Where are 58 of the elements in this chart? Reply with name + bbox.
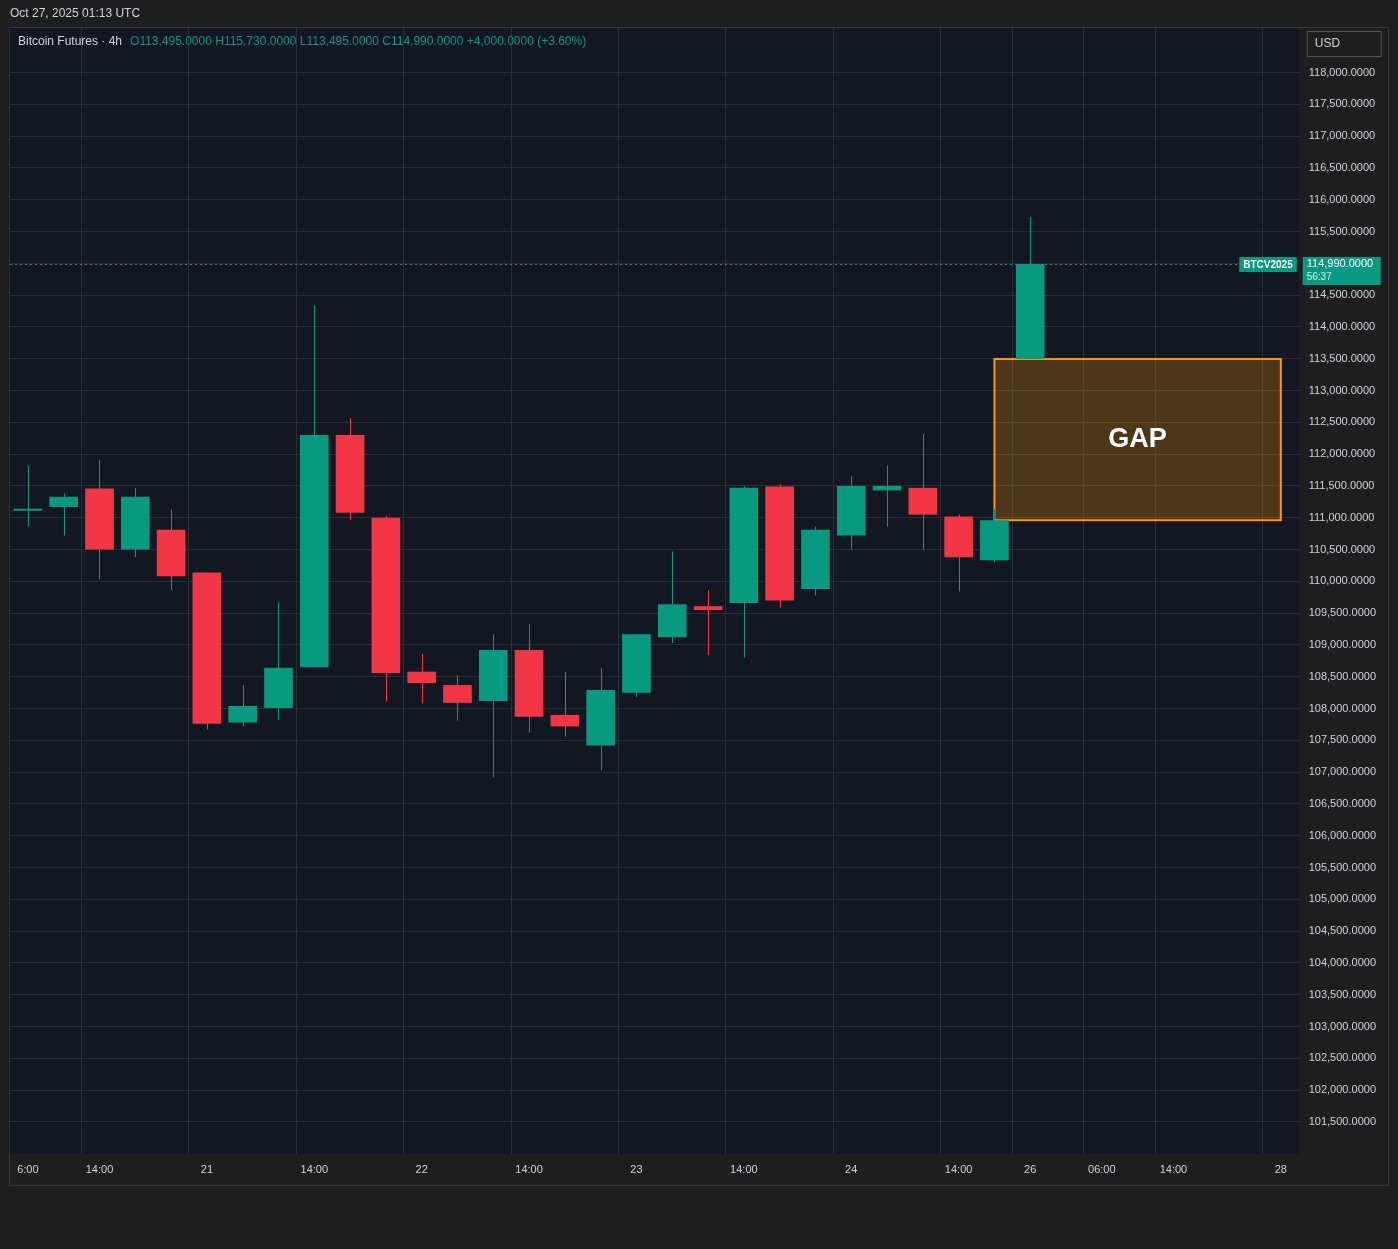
text: Oct 27, 2025 01:13 UTC	[10, 6, 141, 21]
y-tick-label: 106,500.0000	[1308, 797, 1377, 810]
y-tick-label: 108,000.0000	[1308, 701, 1377, 714]
x-tick-label: 23	[630, 1163, 643, 1176]
y-tick-label: 116,000.0000	[1308, 192, 1376, 205]
y-tick-label: 105,000.0000	[1308, 892, 1377, 905]
y-tick-label: 106,000.0000	[1308, 828, 1377, 841]
y-tick-label: 117,000.0000	[1308, 129, 1376, 142]
x-tick-label: 6:00	[17, 1163, 39, 1176]
y-tick-label: 113,000.0000	[1308, 383, 1376, 396]
y-tick-label: 101,500.0000	[1308, 1115, 1377, 1128]
y-tick-label: 103,500.0000	[1308, 987, 1377, 1000]
y-tick-label: 111,500.0000	[1308, 478, 1375, 491]
y-tick-label: 116,500.0000	[1308, 160, 1376, 173]
x-tick-label: 14:00	[730, 1163, 758, 1176]
text: 114,990.0000	[1306, 257, 1374, 269]
x-tick-label: 14:00	[1159, 1163, 1188, 1176]
x-tick-label: 14:00	[944, 1163, 973, 1176]
candlestick	[693, 589, 723, 656]
y-tick-label: 118,000.0000	[1308, 65, 1376, 78]
y-tick-label: 104,000.0000	[1308, 956, 1377, 969]
y-tick-label: 113,500.0000	[1308, 351, 1376, 364]
y-tick-label: 115,500.0000	[1308, 224, 1376, 237]
x-tick-label: 26	[1024, 1163, 1037, 1176]
x-tick-label: 14:00	[515, 1163, 543, 1176]
y-tick-label: 102,500.0000	[1308, 1051, 1377, 1064]
text: 56:37	[1306, 270, 1333, 282]
y-tick-label: 110,500.0000	[1308, 542, 1376, 555]
y-tick-label: 107,000.0000	[1308, 765, 1377, 778]
y-tick-label: 105,500.0000	[1308, 860, 1377, 873]
y-tick-label: 112,000.0000	[1308, 447, 1376, 460]
x-tick-label: 28	[1274, 1163, 1287, 1176]
y-tick-label: 102,000.0000	[1308, 1083, 1377, 1096]
x-tick-label: 22	[415, 1163, 428, 1176]
y-tick-label: 104,500.0000	[1308, 924, 1377, 937]
candlestick	[550, 671, 580, 738]
x-tick-label: 14:00	[85, 1163, 114, 1176]
candlestick	[13, 465, 43, 528]
y-tick-label: 107,500.0000	[1308, 733, 1377, 746]
band-label: GAP	[1108, 423, 1167, 454]
ref-line-label: BTCV2025	[1243, 258, 1294, 270]
y-tick-label: 114,000.0000	[1308, 319, 1376, 332]
x-tick-label: 06:00	[1088, 1163, 1116, 1176]
annotation: O113,495.0000 H115,730.0000 L113,495.0000 C114,990.0000 +4,000.0000 (+3.60%)	[130, 34, 587, 49]
text: Bitcoin Futures · 4h	[18, 34, 123, 49]
y-tick-label: 110,000.0000	[1308, 574, 1376, 587]
y-tick-label: 103,000.0000	[1308, 1019, 1377, 1032]
y-tick-label: 114,500.0000	[1308, 288, 1376, 301]
y-tick-label: 117,500.0000	[1308, 97, 1376, 110]
x-tick-label: 21	[200, 1163, 214, 1176]
x-tick-label: 14:00	[300, 1163, 329, 1176]
y-tick-label: 111,000.0000	[1308, 510, 1375, 523]
y-tick-label: 109,500.0000	[1308, 606, 1377, 619]
y-axis-title: USD	[1314, 36, 1341, 51]
y-tick-label: 112,500.0000	[1308, 415, 1376, 428]
x-tick-label: 24	[845, 1163, 858, 1176]
y-tick-label: 108,500.0000	[1308, 669, 1377, 682]
y-tick-label: 109,000.0000	[1308, 638, 1377, 650]
